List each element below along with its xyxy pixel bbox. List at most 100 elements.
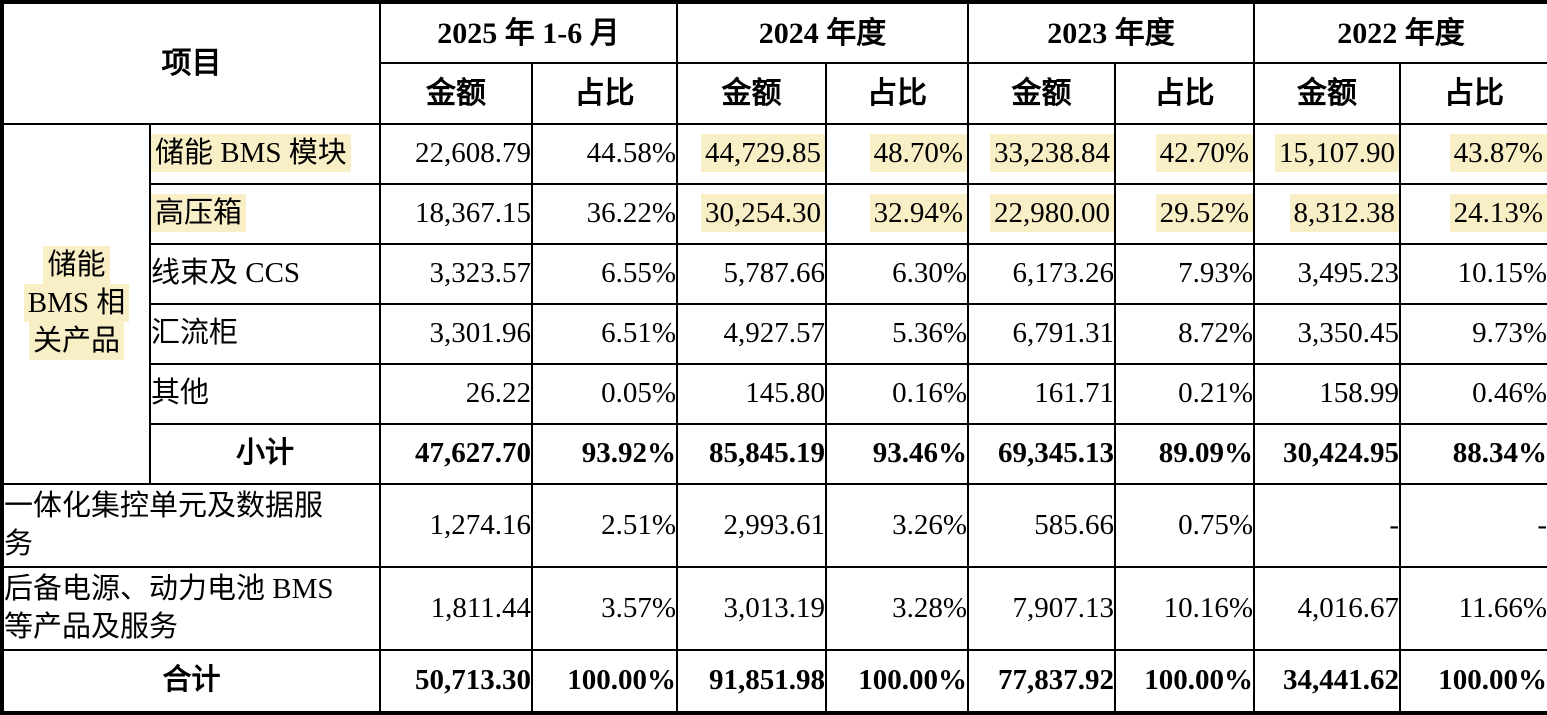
share-cell-2024: 3.28%	[825, 566, 969, 651]
amount-cell-2025: 26.22	[379, 363, 533, 425]
item-cell: 一体化集控单元及数据服 务	[1, 483, 381, 568]
amount-cell-2023: 69,345.13	[967, 423, 1116, 485]
amount-cell-2023: 585.66	[967, 483, 1116, 568]
share-cell-2023: 89.09%	[1114, 423, 1255, 485]
amount-cell-2023: 7,907.13	[967, 566, 1116, 651]
header-amount-2024: 金额	[676, 62, 827, 125]
amount-cell-2023: 161.71	[967, 363, 1116, 425]
amount-cell-2025: 22,608.79	[379, 123, 533, 185]
share-cell-2025: 36.22%	[531, 183, 678, 245]
item-cell: 后备电源、动力电池 BMS 等产品及服务	[1, 566, 381, 651]
amount-cell-2022: 15,107.90	[1253, 123, 1401, 185]
amount-cell-2025: 3,323.57	[379, 243, 533, 305]
item-cell: 线束及 CCS	[149, 243, 381, 305]
amount-cell-2024: 4,927.57	[676, 303, 827, 365]
share-cell-2022: 9.73%	[1399, 303, 1547, 365]
highlighted-value: 32.94%	[869, 194, 966, 233]
amount-cell-2024: 91,851.98	[676, 649, 827, 714]
highlighted-value: 44,729.85	[701, 134, 824, 173]
share-cell-2024: 0.16%	[825, 363, 969, 425]
header-amount-2022: 金额	[1253, 62, 1401, 125]
highlighted-value: 22,980.00	[990, 194, 1113, 233]
amount-cell-2025: 3,301.96	[379, 303, 533, 365]
amount-cell-2022: 30,424.95	[1253, 423, 1401, 485]
item-cell: 其他	[149, 363, 381, 425]
table-row-harness-ccs: 线束及 CCS 3,323.57 6.55% 5,787.66 6.30% 6,…	[2, 243, 1547, 305]
highlighted-value: 8,312.38	[1289, 194, 1398, 233]
share-cell-2025: 6.55%	[531, 243, 678, 305]
header-row-metrics: 金额 占比 金额 占比 金额 占比 金额 占比	[2, 62, 1547, 125]
item-label: 储能 BMS 模块	[152, 134, 351, 173]
share-cell-2025: 0.05%	[531, 363, 678, 425]
header-amount-2025: 金额	[379, 62, 533, 125]
share-cell-2022: 0.46%	[1399, 363, 1547, 425]
share-cell-2023: 8.72%	[1114, 303, 1255, 365]
share-cell-2024: 32.94%	[825, 183, 969, 245]
amount-cell-2024: 5,787.66	[676, 243, 827, 305]
amount-cell-2023: 77,837.92	[967, 649, 1116, 714]
header-period-2024: 2024 年度	[676, 1, 969, 64]
share-cell-2024: 100.00%	[825, 649, 969, 714]
share-cell-2024: 93.46%	[825, 423, 969, 485]
header-row-periods: 项目 2025 年 1-6 月 2024 年度 2023 年度 2022 年度	[1, 1, 1547, 125]
amount-cell-2023: 6,173.26	[967, 243, 1116, 305]
table-row-combiner-cabinet: 汇流柜 3,301.96 6.51% 4,927.57 5.36% 6,791.…	[2, 303, 1547, 365]
highlighted-value: 33,238.84	[990, 134, 1113, 173]
item-cell: 储能 BMS 模块	[149, 123, 381, 185]
amount-cell-2024: 44,729.85	[676, 123, 827, 185]
amount-cell-2025: 47,627.70	[379, 423, 533, 485]
amount-cell-2022: 8,312.38	[1253, 183, 1401, 245]
share-cell-2024: 48.70%	[825, 123, 969, 185]
amount-cell-2022: -	[1253, 483, 1401, 568]
share-cell-2022: 10.15%	[1399, 243, 1547, 305]
share-cell-2022: 88.34%	[1399, 423, 1547, 485]
share-cell-2023: 100.00%	[1114, 649, 1255, 714]
amount-cell-2022: 3,495.23	[1253, 243, 1401, 305]
highlighted-value: 43.87%	[1449, 134, 1547, 173]
highlighted-value: 24.13%	[1449, 194, 1547, 233]
total-label-cell: 合计	[1, 649, 381, 714]
amount-cell-2024: 145.80	[676, 363, 827, 425]
amount-cell-2024: 3,013.19	[676, 566, 827, 651]
item-cell: 汇流柜	[149, 303, 381, 365]
table-row-other: 其他 26.22 0.05% 145.80 0.16% 161.71 0.21%…	[2, 363, 1547, 425]
highlighted-value: 42.70%	[1155, 134, 1252, 173]
table-row-total: 合计 50,713.30 100.00% 91,851.98 100.00% 7…	[1, 649, 1547, 714]
header-period-2025: 2025 年 1-6 月	[379, 1, 678, 64]
share-cell-2023: 29.52%	[1114, 183, 1255, 245]
share-cell-2025: 6.51%	[531, 303, 678, 365]
item-cell: 高压箱	[149, 183, 381, 245]
amount-cell-2022: 158.99	[1253, 363, 1401, 425]
header-period-2022: 2022 年度	[1253, 1, 1547, 64]
share-cell-2023: 0.75%	[1114, 483, 1255, 568]
highlighted-value: 30,254.30	[701, 194, 824, 233]
share-cell-2024: 3.26%	[825, 483, 969, 568]
table-row-high-voltage-box: 高压箱 18,367.15 36.22% 30,254.30 32.94% 22…	[2, 183, 1547, 245]
header-item: 项目	[1, 1, 381, 125]
amount-cell-2023: 6,791.31	[967, 303, 1116, 365]
share-cell-2025: 2.51%	[531, 483, 678, 568]
group-cell-storage-bms-products: 储能 BMS 相 关产品	[1, 123, 151, 485]
subtotal-label-cell: 小计	[149, 423, 381, 485]
share-cell-2022: 24.13%	[1399, 183, 1547, 245]
share-cell-2023: 42.70%	[1114, 123, 1255, 185]
share-cell-2022: 100.00%	[1399, 649, 1547, 714]
share-cell-2023: 7.93%	[1114, 243, 1255, 305]
amount-cell-2024: 85,845.19	[676, 423, 827, 485]
header-share-2025: 占比	[531, 62, 678, 125]
share-cell-2022: 43.87%	[1399, 123, 1547, 185]
table-row-bms-module: 储能 BMS 相 关产品 储能 BMS 模块 22,608.79 44.58% …	[1, 123, 1547, 485]
share-cell-2025: 3.57%	[531, 566, 678, 651]
table-row-backup-power-bms: 后备电源、动力电池 BMS 等产品及服务 1,811.44 3.57% 3,01…	[1, 566, 1547, 651]
share-cell-2025: 44.58%	[531, 123, 678, 185]
table-row-integrated-control-unit: 一体化集控单元及数据服 务 1,274.16 2.51% 2,993.61 3.…	[1, 483, 1547, 568]
amount-cell-2022: 3,350.45	[1253, 303, 1401, 365]
item-label: 高压箱	[152, 194, 247, 233]
amount-cell-2025: 18,367.15	[379, 183, 533, 245]
amount-cell-2022: 34,441.62	[1253, 649, 1401, 714]
share-cell-2023: 10.16%	[1114, 566, 1255, 651]
amount-cell-2025: 1,811.44	[379, 566, 533, 651]
share-cell-2025: 100.00%	[531, 649, 678, 714]
highlighted-value: 48.70%	[869, 134, 966, 173]
